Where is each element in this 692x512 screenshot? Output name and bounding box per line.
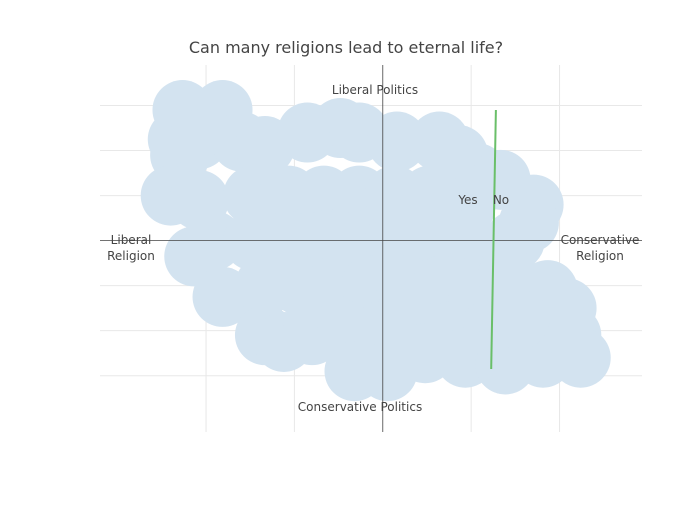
x-axis-left-label-line1: Liberal xyxy=(111,233,152,247)
yes-label: Yes xyxy=(457,193,477,207)
data-bubble xyxy=(366,111,427,172)
y-axis-bottom-label: Conservative Politics xyxy=(298,400,422,414)
data-bubble xyxy=(550,327,611,388)
divider-line xyxy=(490,110,497,369)
y-axis-top-label: Liberal Politics xyxy=(332,83,418,97)
x-axis-right-label-line2: Religion xyxy=(576,249,624,263)
data-bubble xyxy=(489,289,550,350)
x-axis-right-label-line1: Conservative xyxy=(561,233,640,247)
no-label: No xyxy=(493,193,509,207)
data-bubble xyxy=(168,109,229,170)
axes xyxy=(100,65,642,432)
x-axis-left-label-line2: Religion xyxy=(107,249,155,263)
chart-title: Can many religions lead to eternal life? xyxy=(189,38,503,57)
